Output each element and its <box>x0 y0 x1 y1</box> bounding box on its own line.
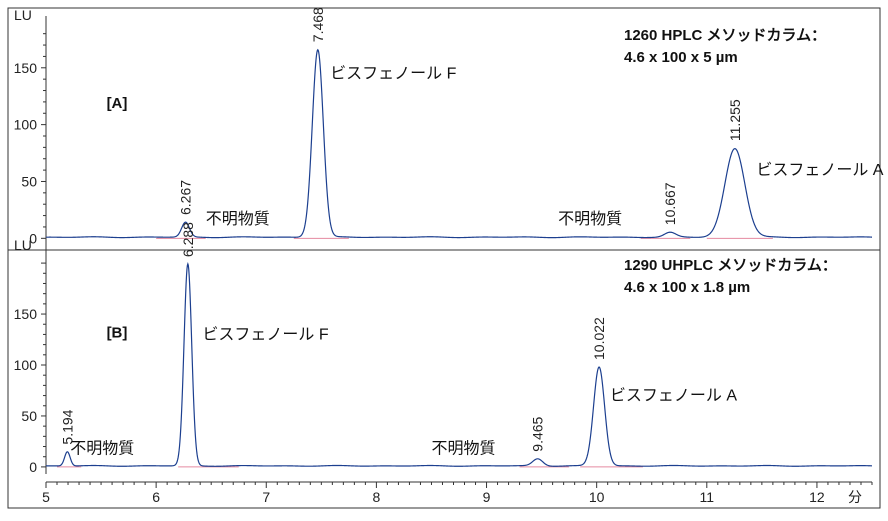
y-tick-label: 50 <box>21 173 37 189</box>
y-tick-label: 100 <box>14 117 38 133</box>
peak-annotation: 不明物質 <box>206 210 270 228</box>
peak-annotation: 不明物質 <box>431 440 495 458</box>
x-tick-label: 5 <box>42 489 50 505</box>
column-info-line: 1290 UHPLC メソッドカラム： <box>624 257 837 274</box>
column-info-line: 4.6 x 100 x 1.8 µm <box>624 279 750 296</box>
peak-annotation: ビスフェノール A <box>756 161 883 179</box>
x-tick-label: 6 <box>152 489 160 505</box>
y-axis-label: LU <box>14 237 32 253</box>
y-tick-label: 50 <box>21 408 37 424</box>
chromatogram-trace <box>46 48 873 239</box>
panel-tag: [A] <box>107 95 128 112</box>
peak-rt-label: 7.468 <box>310 7 326 42</box>
y-axis-label: LU <box>14 7 32 23</box>
panel-tag: [B] <box>107 324 128 341</box>
panel-a: 0 50 100 150 LU [A] 1260 HPLC メソッドカラム： 4.6 x 10… <box>8 7 884 251</box>
peak-annotation: 不明物質 <box>558 210 622 228</box>
x-axis-label: 分 <box>848 489 862 505</box>
column-info-line: 4.6 x 100 x 5 µm <box>624 49 738 66</box>
x-tick-label: 11 <box>700 489 715 505</box>
panel-b: 0 50 100 150 LU [B] 1290 UHPLC メソッドカラム： 4.6 x 1… <box>14 222 873 475</box>
peak-annotation: ビスフェノール F <box>330 64 456 82</box>
peak-rt-label: 10.667 <box>662 182 678 225</box>
x-tick-label: 10 <box>589 489 605 505</box>
peak-annotation: 不明物質 <box>70 440 134 458</box>
y-tick-label: 0 <box>29 230 37 246</box>
y-tick-label: 150 <box>14 60 38 76</box>
y-tick-label: 100 <box>14 357 38 373</box>
column-info-line: 1260 HPLC メソッドカラム： <box>624 27 826 44</box>
chromatogram-trace <box>46 262 873 467</box>
peak-rt-label: 6.288 <box>180 222 196 257</box>
peak-annotation: ビスフェノール F <box>202 325 328 343</box>
x-axis: 5 6 7 8 9 10 11 12 分 <box>42 481 873 505</box>
peak-rt-label: 6.267 <box>178 180 194 215</box>
x-tick-label: 12 <box>809 489 825 505</box>
figure-frame <box>7 7 881 509</box>
peak-rt-label: 5.194 <box>59 409 75 444</box>
y-tick-label: 150 <box>14 306 38 322</box>
peak-rt-label: 10.022 <box>591 317 607 360</box>
peak-annotation: ビスフェノール A <box>610 387 737 405</box>
x-tick-label: 7 <box>262 489 270 505</box>
peak-rt-label: 11.255 <box>727 99 743 141</box>
x-tick-label: 8 <box>373 489 381 505</box>
y-tick-label: 0 <box>29 459 37 475</box>
x-tick-label: 9 <box>483 489 491 505</box>
peak-rt-label: 9.465 <box>530 416 546 451</box>
